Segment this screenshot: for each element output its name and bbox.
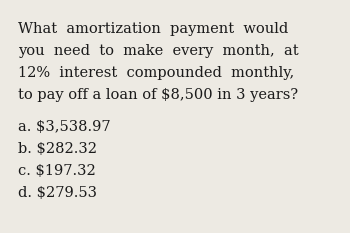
Text: a. $3,538.97: a. $3,538.97 (18, 120, 111, 134)
Text: d. $279.53: d. $279.53 (18, 186, 97, 200)
Text: b. $282.32: b. $282.32 (18, 142, 97, 156)
Text: What  amortization  payment  would: What amortization payment would (18, 22, 288, 36)
Text: 12%  interest  compounded  monthly,: 12% interest compounded monthly, (18, 66, 294, 80)
Text: c. $197.32: c. $197.32 (18, 164, 96, 178)
Text: to pay off a loan of $8,500 in 3 years?: to pay off a loan of $8,500 in 3 years? (18, 88, 298, 102)
Text: you  need  to  make  every  month,  at: you need to make every month, at (18, 44, 299, 58)
